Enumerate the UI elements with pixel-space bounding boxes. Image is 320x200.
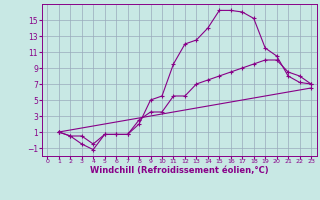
X-axis label: Windchill (Refroidissement éolien,°C): Windchill (Refroidissement éolien,°C): [90, 166, 268, 175]
